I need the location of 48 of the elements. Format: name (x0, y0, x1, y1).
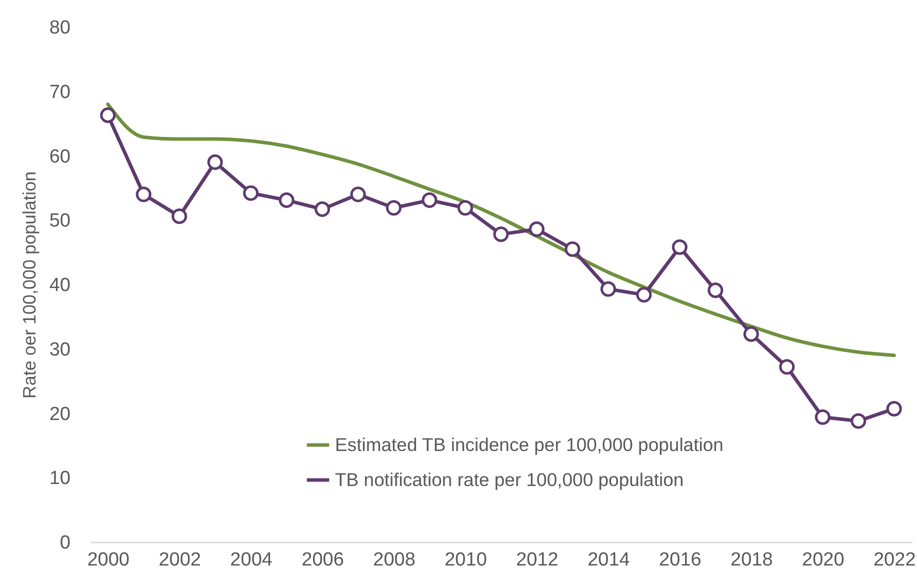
y-tick-label: 70 (49, 82, 70, 103)
x-tick-label: 2010 (444, 550, 487, 570)
point (350, 186, 366, 202)
y-tick-label: 80 (49, 18, 70, 38)
point (243, 185, 259, 201)
point (207, 154, 223, 170)
point (886, 400, 902, 416)
x-tick-label: 2018 (730, 550, 773, 570)
point (743, 326, 759, 342)
point (386, 200, 402, 216)
point (636, 287, 652, 303)
y-tick-label: 10 (49, 468, 70, 490)
y-tick-label: 30 (49, 339, 70, 360)
x-tick-label: 2008 (373, 550, 416, 570)
point (172, 208, 188, 224)
x-tick-label: 2012 (516, 550, 558, 570)
point (528, 221, 545, 237)
point (100, 107, 116, 123)
x-tick-label: 2004 (230, 550, 273, 570)
y-tick-label: 60 (49, 146, 70, 168)
x-tick-label: 2002 (158, 550, 201, 570)
line-series (106, 102, 896, 358)
point (850, 413, 866, 429)
x-tick-label: 2000 (87, 550, 130, 570)
point (136, 186, 152, 202)
point (314, 201, 330, 217)
point (457, 200, 474, 216)
x-tick-label: 2006 (302, 550, 344, 570)
y-tick-label: 20 (49, 404, 70, 425)
y-axis-title: Rate oer 100,000 population (19, 171, 40, 399)
x-tick-label: 2014 (588, 550, 630, 570)
point (600, 281, 616, 297)
x-tick-label: 2022 (873, 550, 916, 570)
x-tick-label: 2020 (802, 550, 844, 570)
point (422, 192, 438, 208)
y-tick-label: 40 (49, 275, 70, 296)
point (779, 359, 795, 375)
legend-label: Estimated TB incidence per 100,000 population (335, 434, 724, 455)
point (493, 226, 509, 242)
point (278, 192, 294, 208)
point (708, 282, 724, 298)
legend-label: TB notification rate per 100,000 population (335, 469, 684, 490)
x-tick-label: 2016 (659, 550, 702, 570)
y-tick-label: 50 (49, 210, 70, 232)
point (564, 241, 580, 257)
point (672, 239, 688, 255)
point (814, 409, 830, 425)
y-tick-label: 0 (60, 532, 70, 554)
